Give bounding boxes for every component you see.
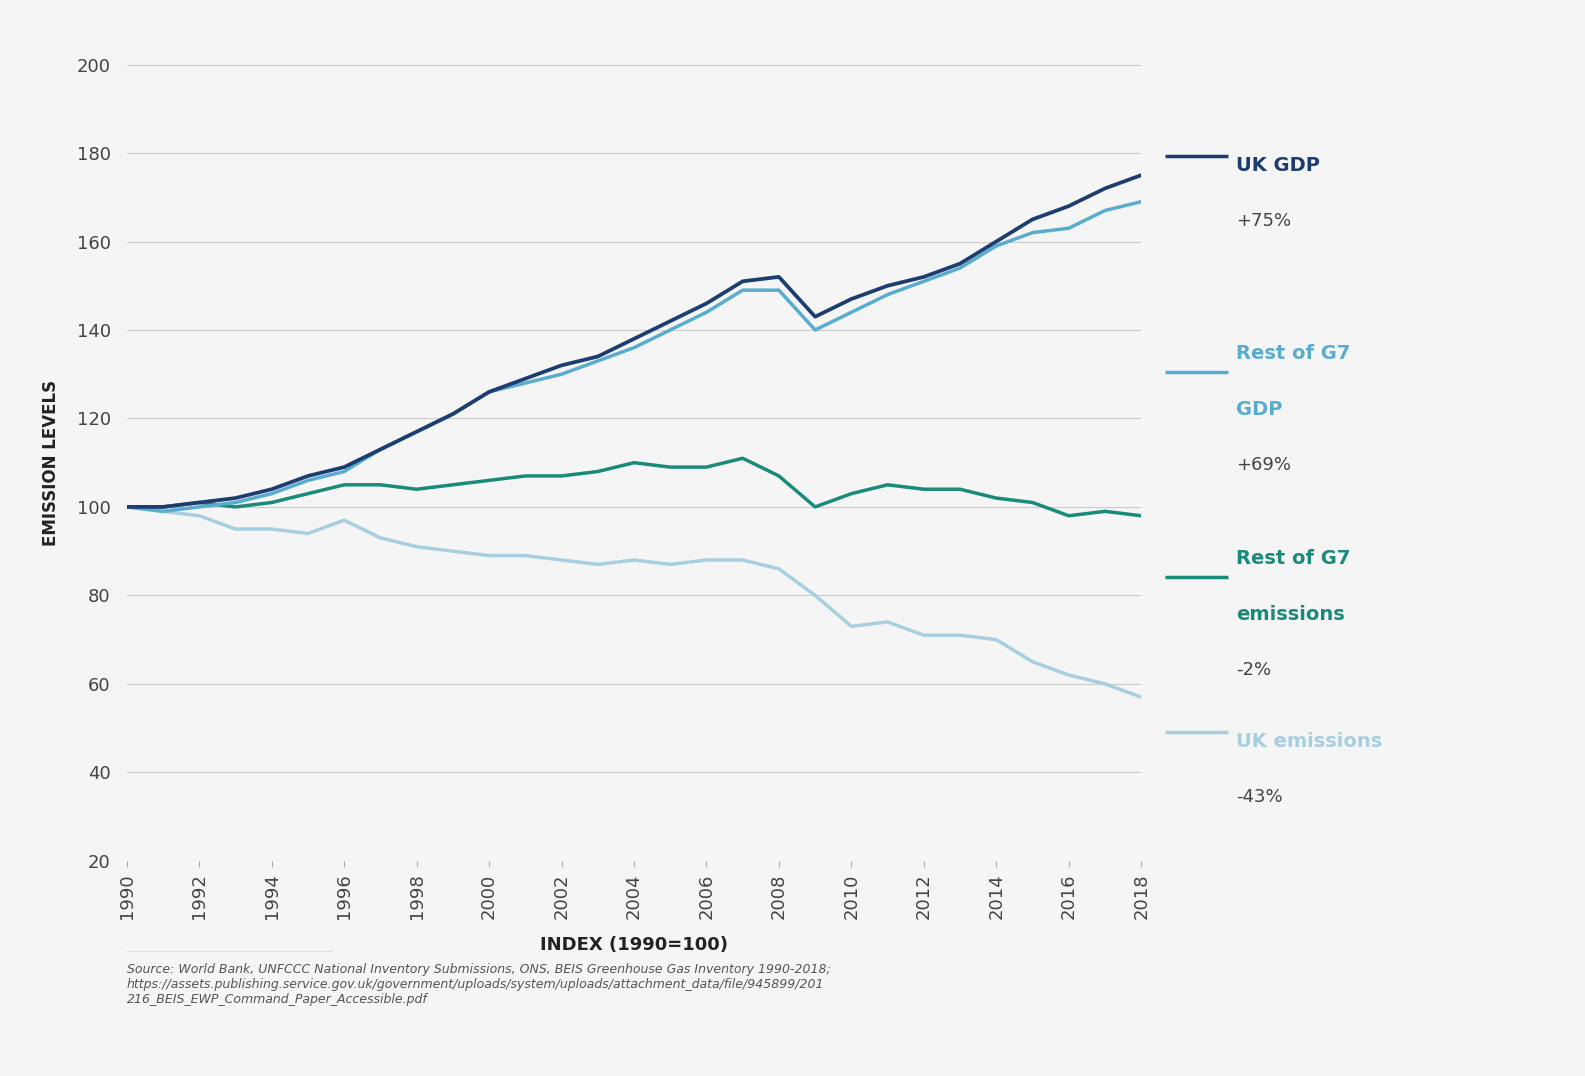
Text: Rest of G7: Rest of G7	[1236, 344, 1350, 364]
Text: +75%: +75%	[1236, 212, 1292, 230]
Text: Source: World Bank, UNFCCC National Inventory Submissions, ONS, BEIS Greenhouse : Source: World Bank, UNFCCC National Inve…	[127, 963, 831, 1006]
X-axis label: INDEX (1990=100): INDEX (1990=100)	[540, 936, 728, 953]
Text: Rest of G7: Rest of G7	[1236, 549, 1350, 568]
Text: GDP: GDP	[1236, 400, 1282, 420]
Text: +69%: +69%	[1236, 456, 1292, 475]
Text: UK emissions: UK emissions	[1236, 732, 1382, 751]
Text: emissions: emissions	[1236, 605, 1346, 624]
Text: -2%: -2%	[1236, 661, 1271, 679]
Y-axis label: EMISSION LEVELS: EMISSION LEVELS	[43, 380, 60, 546]
Text: -43%: -43%	[1236, 788, 1282, 806]
Text: UK GDP: UK GDP	[1236, 156, 1320, 175]
